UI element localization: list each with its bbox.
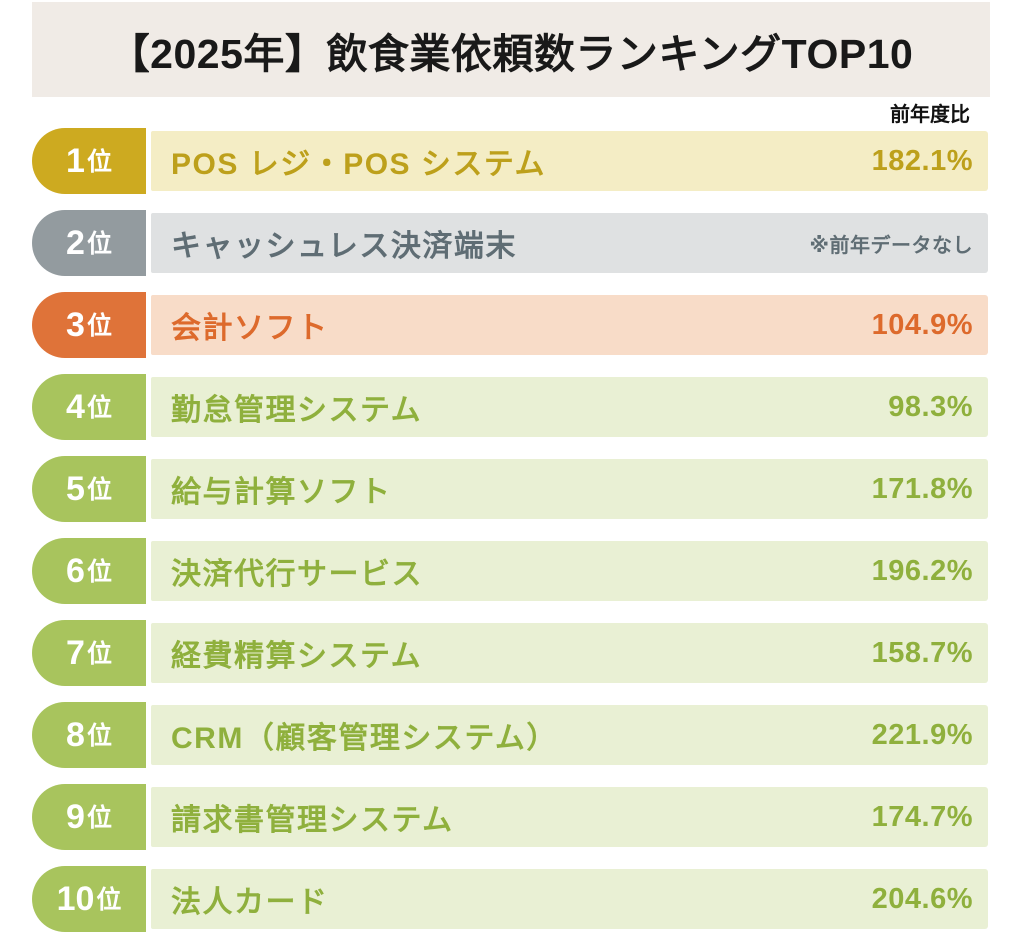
rank-badge: 3 位 bbox=[32, 292, 146, 358]
ranking-value: 204.6% bbox=[871, 882, 973, 915]
rank-suffix: 位 bbox=[86, 230, 112, 258]
ranking-bar: キャッシュレス決済端末 ※前年データなし bbox=[151, 213, 988, 273]
ranking-row: 2 位 キャッシュレス決済端末 ※前年データなし bbox=[32, 210, 988, 276]
ranking-bar: 会計ソフト 104.9% bbox=[151, 295, 988, 355]
rank-number: 6 bbox=[66, 552, 85, 590]
ranking-row: 6 位 決済代行サービス 196.2% bbox=[32, 538, 988, 604]
rank-suffix: 位 bbox=[86, 640, 112, 668]
rank-badge: 2 位 bbox=[32, 210, 146, 276]
ranking-label: 給与計算ソフト bbox=[171, 476, 392, 509]
ranking-row: 3 位 会計ソフト 104.9% bbox=[32, 292, 988, 358]
ranking-rows: 1 位 POS レジ・POS システム 182.1% 2 位 キャッシュレス決済… bbox=[32, 128, 988, 932]
ranking-bar: POS レジ・POS システム 182.1% bbox=[151, 131, 988, 191]
ranking-label: キャッシュレス決済端末 bbox=[171, 230, 517, 263]
ranking-value: 98.3% bbox=[888, 390, 973, 423]
ranking-row: 1 位 POS レジ・POS システム 182.1% bbox=[32, 128, 988, 194]
title-banner: 【2025年】飲食業依頼数ランキングTOP10 bbox=[32, 2, 990, 97]
ranking-value: 182.1% bbox=[871, 144, 973, 177]
ranking-row: 9 位 請求書管理システム 174.7% bbox=[32, 784, 988, 850]
rank-badge: 7 位 bbox=[32, 620, 146, 686]
ranking-label: POS レジ・POS システム bbox=[171, 148, 546, 181]
ranking-bar: 勤怠管理システム 98.3% bbox=[151, 377, 988, 437]
rank-number: 1 bbox=[66, 142, 85, 180]
rank-badge: 4 位 bbox=[32, 374, 146, 440]
ranking-bar: CRM（顧客管理システム） 221.9% bbox=[151, 705, 988, 765]
ranking-bar: 法人カード 204.6% bbox=[151, 869, 988, 929]
ranking-bar: 請求書管理システム 174.7% bbox=[151, 787, 988, 847]
rank-suffix: 位 bbox=[86, 312, 112, 340]
ranking-bar: 決済代行サービス 196.2% bbox=[151, 541, 988, 601]
rank-number: 8 bbox=[66, 716, 85, 754]
rank-suffix: 位 bbox=[86, 558, 112, 586]
rank-suffix: 位 bbox=[86, 722, 112, 750]
ranking-value: ※前年データなし bbox=[809, 234, 973, 257]
ranking-value: 196.2% bbox=[871, 554, 973, 587]
ranking-label: 勤怠管理システム bbox=[171, 394, 423, 427]
rank-suffix: 位 bbox=[96, 886, 122, 914]
rank-number: 9 bbox=[66, 798, 85, 836]
ranking-row: 8 位 CRM（顧客管理システム） 221.9% bbox=[32, 702, 988, 768]
ranking-label: 決済代行サービス bbox=[171, 558, 423, 591]
ranking-value: 171.8% bbox=[871, 472, 973, 505]
ranking-value: 174.7% bbox=[871, 800, 973, 833]
rank-badge: 8 位 bbox=[32, 702, 146, 768]
ranking-bar: 給与計算ソフト 171.8% bbox=[151, 459, 988, 519]
rank-badge: 9 位 bbox=[32, 784, 146, 850]
ranking-label: 会計ソフト bbox=[171, 312, 329, 345]
rank-suffix: 位 bbox=[86, 804, 112, 832]
rank-number: 10 bbox=[56, 880, 95, 918]
rank-suffix: 位 bbox=[86, 148, 112, 176]
ranking-value: 104.9% bbox=[871, 308, 973, 341]
ranking-row: 7 位 経費精算システム 158.7% bbox=[32, 620, 988, 686]
rank-badge: 6 位 bbox=[32, 538, 146, 604]
ranking-value: 158.7% bbox=[871, 636, 973, 669]
rank-suffix: 位 bbox=[86, 394, 112, 422]
rank-number: 7 bbox=[66, 634, 85, 672]
ranking-bar: 経費精算システム 158.7% bbox=[151, 623, 988, 683]
rank-badge: 1 位 bbox=[32, 128, 146, 194]
rank-number: 4 bbox=[66, 388, 85, 426]
rank-badge: 5 位 bbox=[32, 456, 146, 522]
rank-suffix: 位 bbox=[86, 476, 112, 504]
yoy-column-header: 前年度比 bbox=[890, 104, 970, 126]
ranking-label: CRM（顧客管理システム） bbox=[171, 722, 558, 755]
ranking-label: 経費精算システム bbox=[171, 640, 423, 673]
rank-badge: 10 位 bbox=[32, 866, 146, 932]
ranking-row: 10 位 法人カード 204.6% bbox=[32, 866, 988, 932]
ranking-value: 221.9% bbox=[871, 718, 973, 751]
rank-number: 5 bbox=[66, 470, 85, 508]
ranking-row: 4 位 勤怠管理システム 98.3% bbox=[32, 374, 988, 440]
ranking-label: 法人カード bbox=[171, 886, 329, 919]
ranking-row: 5 位 給与計算ソフト 171.8% bbox=[32, 456, 988, 522]
rank-number: 2 bbox=[66, 224, 85, 262]
page-title: 【2025年】飲食業依頼数ランキングTOP10 bbox=[108, 30, 914, 77]
rank-number: 3 bbox=[66, 306, 85, 344]
ranking-label: 請求書管理システム bbox=[171, 804, 454, 837]
